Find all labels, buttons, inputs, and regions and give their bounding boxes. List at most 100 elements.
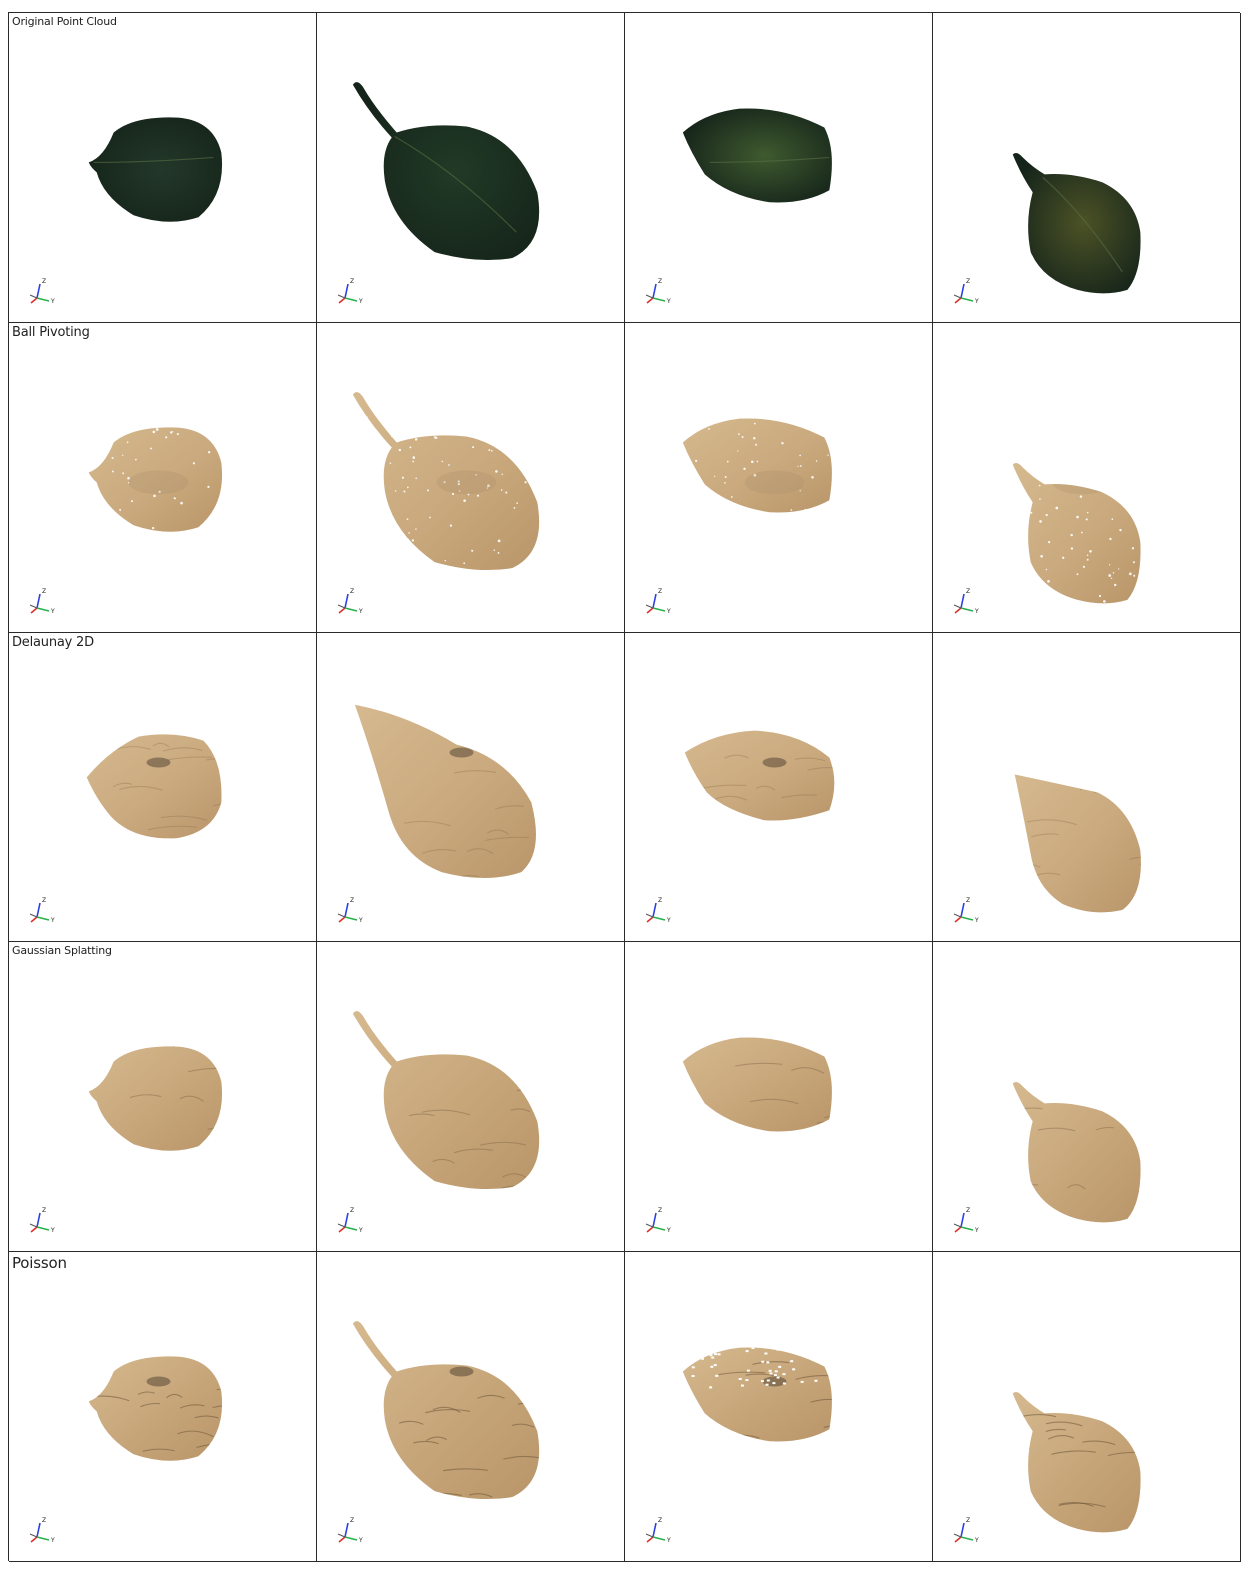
leaf-shape — [88, 117, 223, 222]
y-axis-label: Y — [50, 298, 55, 305]
panel-row0-col0: Original Point Cloud Z Y — [9, 13, 317, 323]
leaf-shape — [88, 1356, 223, 1461]
y-axis-label: Y — [974, 917, 979, 924]
axes-orientation-icon: ZY — [337, 1517, 363, 1544]
z-axis-label: Z — [966, 897, 970, 904]
leaf-render — [682, 1347, 832, 1442]
leaf-render — [86, 733, 222, 838]
z-axis-label: Z — [350, 278, 354, 285]
panel-row4-col0: Poisson Z Y — [9, 1252, 317, 1562]
axes-orientation-icon: ZY — [953, 1207, 979, 1234]
axes-orientation-icon: ZY — [29, 278, 55, 305]
axes-orientation-icon: ZY — [953, 588, 979, 615]
axes-orientation-icon: ZY — [337, 897, 363, 924]
y-axis-label: Y — [666, 1227, 671, 1234]
leaf-render — [88, 1356, 223, 1461]
leaf-shape — [1012, 152, 1141, 294]
z-axis-label: Z — [658, 278, 662, 285]
axes-orientation-icon: ZY — [337, 278, 363, 305]
y-axis-label: Y — [974, 298, 979, 305]
z-axis-label: Z — [42, 1207, 46, 1214]
z-axis-label: Z — [42, 588, 46, 595]
row-label: Original Point Cloud — [12, 15, 117, 28]
leaf-shape — [88, 1046, 223, 1152]
leaf-render — [1012, 1082, 1141, 1223]
y-axis-label: Y — [974, 1537, 979, 1544]
y-axis-label: Y — [50, 1537, 55, 1544]
leaf-render — [1012, 152, 1141, 294]
z-axis-label: Z — [350, 588, 354, 595]
axes-orientation-icon: ZY — [29, 1207, 55, 1234]
axes-orientation-icon: ZY — [953, 897, 979, 924]
leaf-render — [682, 418, 832, 513]
axes-orientation-icon: ZY — [645, 897, 671, 924]
axes-orientation-icon: ZY — [953, 1517, 979, 1544]
z-axis-label: Z — [966, 588, 970, 595]
row-label: Ball Pivoting — [12, 324, 90, 340]
axes-orientation-icon: ZY — [29, 1517, 55, 1544]
z-axis-label: Z — [350, 1207, 354, 1214]
row-label: Poisson — [12, 1254, 67, 1273]
z-axis-label: Z — [966, 278, 970, 285]
leaf-render — [1012, 462, 1141, 604]
z-axis-label: Z — [658, 897, 662, 904]
z-axis-label: Z — [658, 1207, 662, 1214]
leaf-shape — [1012, 1392, 1141, 1533]
y-axis-label: Y — [974, 1227, 979, 1234]
y-axis-label: Y — [50, 917, 55, 924]
y-axis-label: Y — [50, 608, 55, 615]
leaf-shape — [1012, 462, 1141, 604]
panel-row2-col0: Delaunay 2D Z Y — [9, 632, 317, 943]
leaf-shape — [352, 391, 540, 570]
y-axis-label: Y — [974, 608, 979, 615]
leaf-render — [1012, 1392, 1141, 1533]
leaf-render — [88, 1046, 223, 1152]
leaf-shape — [684, 730, 835, 821]
y-axis-label: Y — [666, 608, 671, 615]
leaf-render — [682, 1037, 832, 1132]
axes-orientation-icon: ZY — [29, 897, 55, 924]
z-axis-label: Z — [350, 1517, 354, 1524]
leaf-render — [352, 82, 540, 261]
z-axis-label: Z — [42, 897, 46, 904]
z-axis-label: Z — [350, 897, 354, 904]
leaf-shape — [682, 108, 832, 203]
axes-orientation-icon: ZY — [337, 588, 363, 615]
axes-orientation-icon: ZY — [337, 1207, 363, 1234]
y-axis-label: Y — [666, 298, 671, 305]
y-axis-label: Y — [50, 1227, 55, 1234]
leaf-render — [1014, 774, 1141, 912]
leaf-render — [352, 391, 540, 570]
z-axis-label: Z — [966, 1517, 970, 1524]
leaf-shape — [88, 427, 223, 532]
leaf-shape — [682, 1347, 832, 1442]
axes-orientation-icon: ZY — [645, 588, 671, 615]
z-axis-label: Z — [966, 1207, 970, 1214]
z-axis-label: Z — [42, 278, 46, 285]
axes-orientation-icon: ZY — [953, 278, 979, 305]
y-axis-label: Y — [358, 608, 363, 615]
y-axis-label: Y — [358, 298, 363, 305]
row-label: Gaussian Splatting — [12, 944, 112, 958]
leaf-render — [88, 427, 223, 532]
leaf-render — [354, 704, 536, 878]
leaf-shape — [1014, 774, 1141, 912]
row-label: Delaunay 2D — [12, 634, 94, 650]
panel-row1-col0: Ball Pivoting Z Y — [9, 322, 317, 633]
axes-orientation-icon: ZY — [645, 278, 671, 305]
z-axis-label: Z — [658, 1517, 662, 1524]
